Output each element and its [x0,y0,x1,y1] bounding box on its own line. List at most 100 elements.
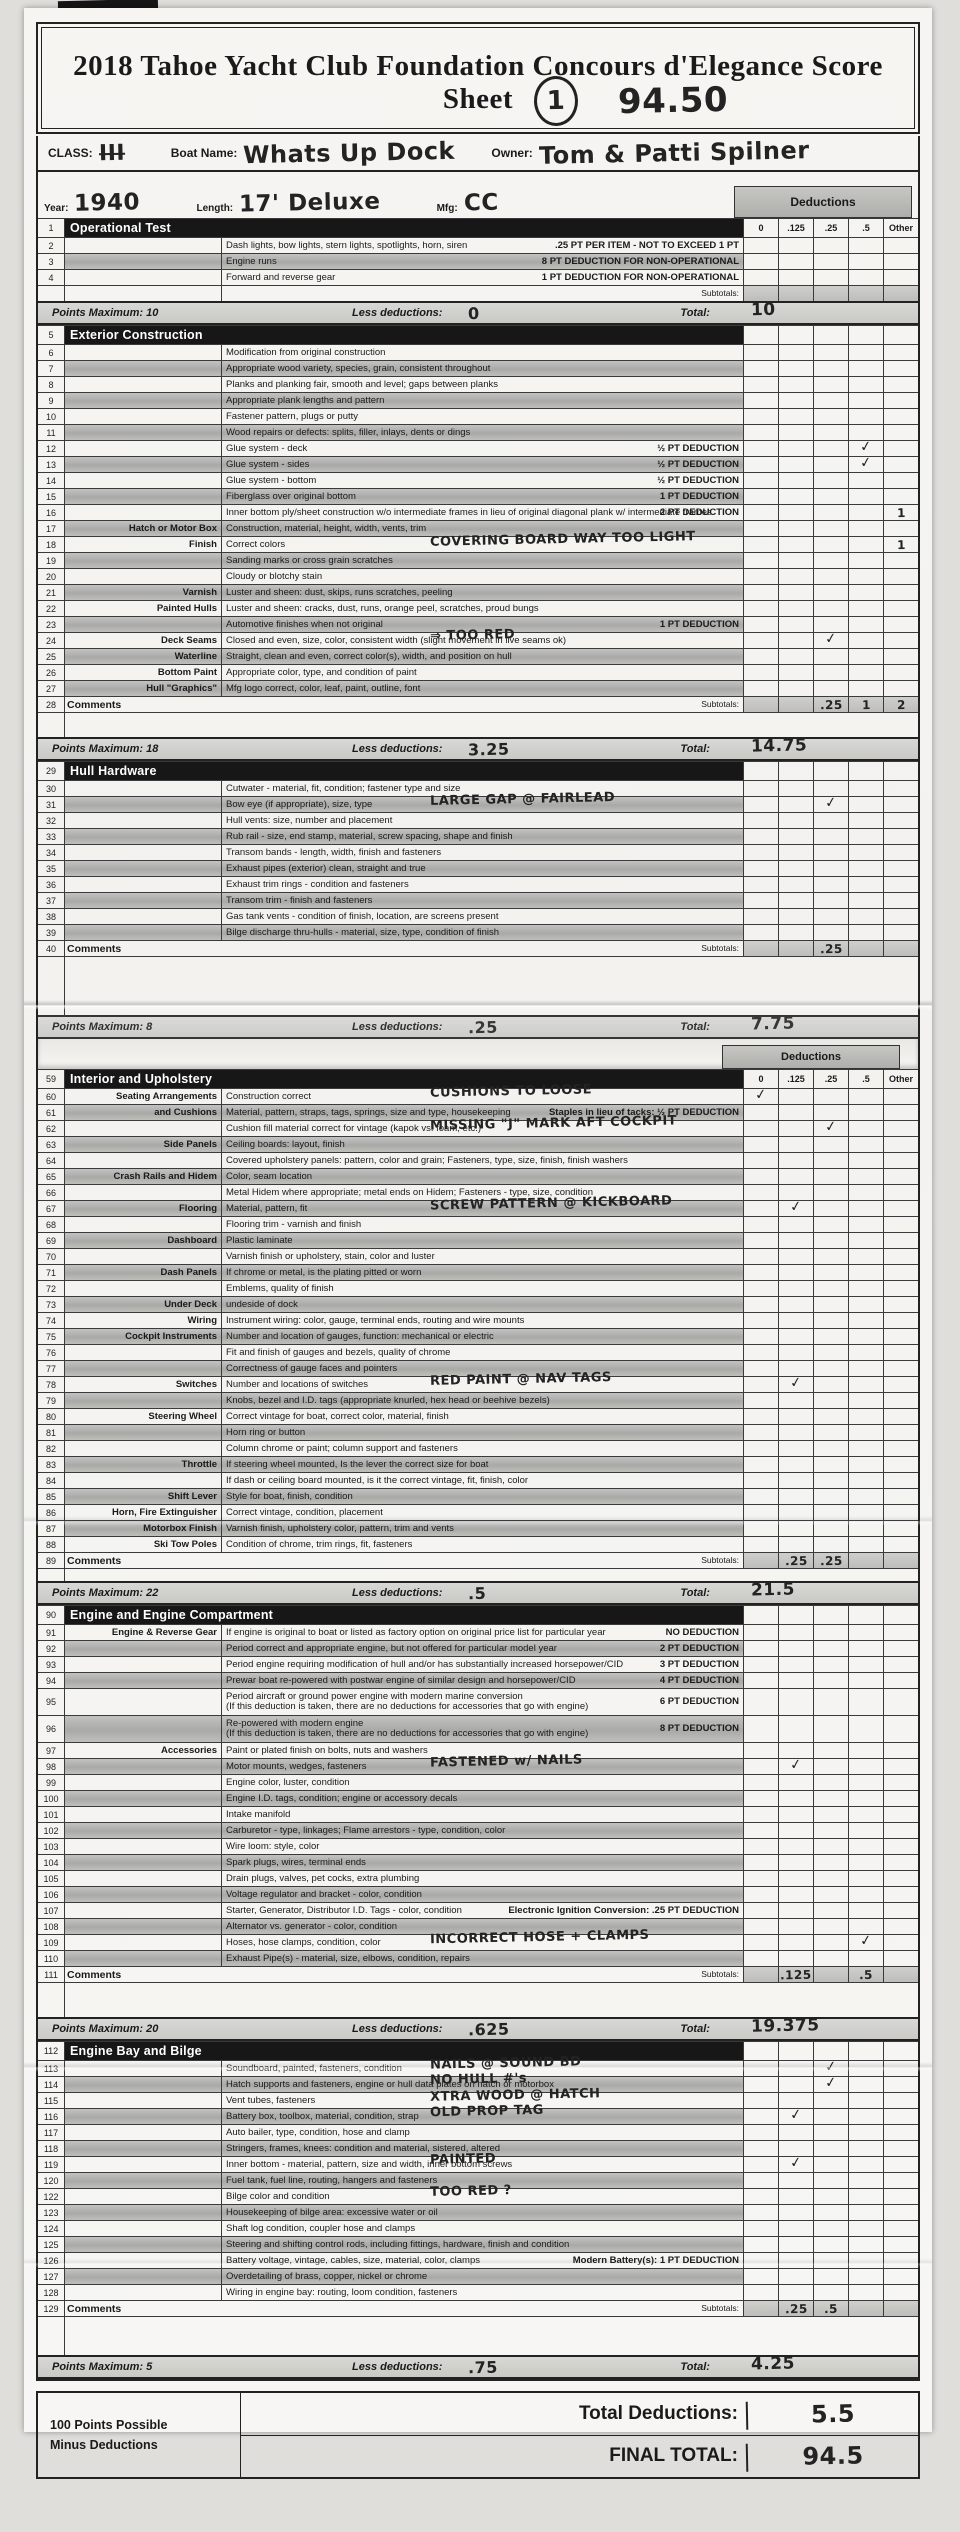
deduction-cell[interactable] [883,2285,918,2300]
deduction-cell[interactable] [883,1313,918,1328]
deduction-cell[interactable] [883,345,918,360]
deduction-cell[interactable] [778,1361,813,1376]
deduction-cell[interactable] [848,326,883,344]
deduction-cell[interactable] [778,2285,813,2300]
deduction-cell[interactable] [778,1249,813,1264]
deduction-cell[interactable] [778,1441,813,1456]
deduction-cell[interactable] [778,877,813,892]
deduction-cell[interactable] [813,1137,848,1152]
deduction-cell[interactable] [813,893,848,908]
deduction-cell[interactable] [778,1855,813,1870]
deduction-cell[interactable] [813,537,848,552]
deduction-cell[interactable] [883,1249,918,1264]
deduction-cell[interactable]: 1 [848,697,883,712]
owner-value[interactable]: Tom & Patti Spilner [538,136,810,170]
deduction-cell[interactable] [883,1759,918,1774]
deduction-cell[interactable] [743,925,778,940]
deduction-cell[interactable] [813,569,848,584]
deduction-cell[interactable] [743,270,778,285]
deduction-cell[interactable] [813,254,848,269]
deduction-cell[interactable] [743,617,778,632]
deduction-cell[interactable] [778,537,813,552]
deduction-cell[interactable] [883,1673,918,1688]
deduction-cell[interactable]: ✓ [848,1932,883,1950]
deduction-cell[interactable] [848,345,883,360]
deduction-cell[interactable] [743,2189,778,2204]
deduction-cell[interactable] [813,409,848,424]
deduction-cell[interactable] [883,1281,918,1296]
deduction-cell[interactable]: ✓ [778,1198,813,1216]
deduction-cell[interactable]: 1 [883,537,918,552]
deduction-cell[interactable] [778,1105,813,1120]
deduction-cell[interactable] [848,254,883,269]
deduction-cell[interactable] [813,1217,848,1232]
deduction-cell[interactable] [778,893,813,908]
deduction-cell[interactable] [778,762,813,780]
deduction-cell[interactable] [848,270,883,285]
deduction-cell[interactable] [778,1121,813,1136]
deduction-cell[interactable] [778,1457,813,1472]
deduction-cell[interactable] [743,2077,778,2092]
deduction-cell[interactable] [848,1185,883,1200]
deduction-cell[interactable] [883,681,918,696]
deduction-cell[interactable] [778,829,813,844]
deduction-cell[interactable] [778,1521,813,1536]
deduction-cell[interactable] [778,797,813,812]
deduction-cell[interactable]: .25 [813,1553,848,1568]
deduction-cell[interactable] [848,361,883,376]
deduction-cell[interactable] [813,585,848,600]
deduction-cell[interactable] [883,617,918,632]
deduction-cell[interactable] [848,1249,883,1264]
deduction-cell[interactable] [813,1329,848,1344]
less-deductions-value[interactable]: .75 [468,2357,499,2377]
deduction-cell[interactable] [778,2189,813,2204]
deduction-cell[interactable] [883,553,918,568]
deduction-cell[interactable] [778,1425,813,1440]
deduction-cell[interactable] [883,473,918,488]
deduction-cell[interactable] [743,893,778,908]
deduction-cell[interactable] [813,877,848,892]
deduction-cell[interactable] [883,781,918,796]
deduction-cell[interactable] [743,2253,778,2268]
deduction-cell[interactable] [778,361,813,376]
deduction-cell[interactable] [883,1265,918,1280]
deduction-cell[interactable] [883,361,918,376]
deduction-cell[interactable] [883,569,918,584]
deduction-cell[interactable] [883,1169,918,1184]
deduction-cell[interactable] [743,1201,778,1216]
deduction-cell[interactable] [778,585,813,600]
deduction-cell[interactable] [848,2269,883,2284]
deduction-cell[interactable] [743,1505,778,1520]
deduction-cell[interactable] [778,1606,813,1624]
deduction-cell[interactable] [883,941,918,956]
deduction-cell[interactable] [883,1441,918,1456]
deduction-cell[interactable] [848,1265,883,1280]
deduction-cell[interactable] [813,1537,848,1552]
deduction-cell[interactable] [813,1409,848,1424]
deduction-cell[interactable] [813,1473,848,1488]
deduction-cell[interactable] [848,2157,883,2172]
deduction-cell[interactable] [813,1297,848,1312]
deduction-cell[interactable] [813,1625,848,1640]
deduction-cell[interactable]: .5 [848,1070,883,1088]
deduction-cell[interactable] [813,813,848,828]
deduction-cell[interactable] [813,2042,848,2060]
deduction-cell[interactable] [778,521,813,536]
deduction-cell[interactable] [778,1871,813,1886]
deduction-cell[interactable] [778,254,813,269]
deduction-cell[interactable] [813,361,848,376]
deduction-cell[interactable] [778,601,813,616]
deduction-cell[interactable] [813,2173,848,2188]
deduction-cell[interactable] [778,861,813,876]
deduction-cell[interactable] [848,925,883,940]
deduction-cell[interactable] [883,2173,918,2188]
deduction-cell[interactable]: Other [883,219,918,237]
deduction-cell[interactable] [778,1775,813,1790]
deduction-cell[interactable] [813,1743,848,1758]
less-deductions-value[interactable]: 3.25 [468,739,511,759]
deduction-cell[interactable] [813,1919,848,1934]
deduction-cell[interactable] [848,1297,883,1312]
deduction-cell[interactable] [813,1673,848,1688]
deduction-cell[interactable] [883,1951,918,1966]
deduction-cell[interactable] [743,877,778,892]
